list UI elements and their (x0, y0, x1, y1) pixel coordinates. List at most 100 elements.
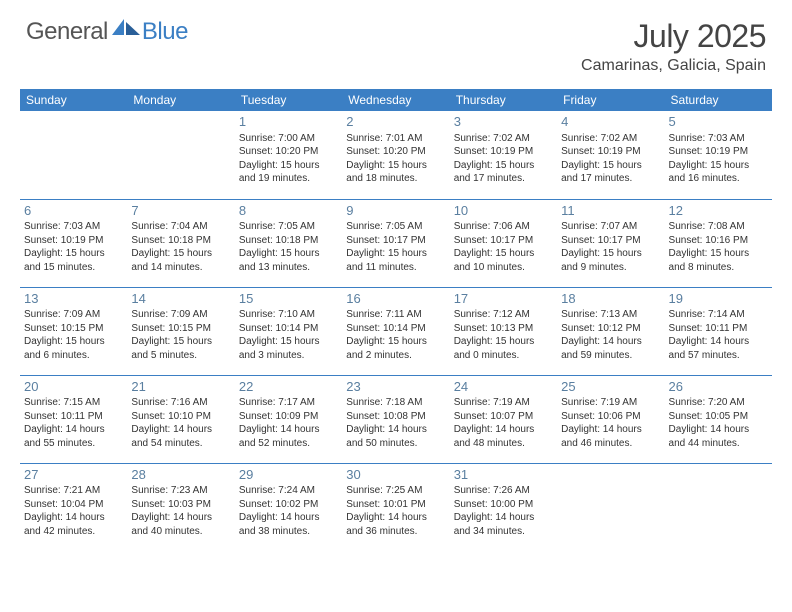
day-number: 12 (669, 202, 768, 220)
daylight-line-1: Daylight: 14 hours (454, 423, 553, 437)
daylight-line-2: and 8 minutes. (669, 261, 768, 275)
daylight-line-2: and 42 minutes. (24, 525, 123, 539)
calendar-cell: 22Sunrise: 7:17 AMSunset: 10:09 PMDaylig… (235, 375, 342, 463)
sunset-line: Sunset: 10:17 PM (346, 234, 445, 248)
day-number: 29 (239, 466, 338, 484)
calendar-row: 13Sunrise: 7:09 AMSunset: 10:15 PMDaylig… (20, 287, 772, 375)
sunset-line: Sunset: 10:04 PM (24, 498, 123, 512)
sunrise-line: Sunrise: 7:17 AM (239, 396, 338, 410)
sunset-line: Sunset: 10:10 PM (131, 410, 230, 424)
daylight-line-1: Daylight: 15 hours (669, 159, 768, 173)
location-text: Camarinas, Galicia, Spain (581, 57, 766, 75)
sunset-line: Sunset: 10:18 PM (239, 234, 338, 248)
daylight-line-1: Daylight: 15 hours (669, 247, 768, 261)
sunrise-line: Sunrise: 7:26 AM (454, 484, 553, 498)
sunrise-line: Sunrise: 7:14 AM (669, 308, 768, 322)
calendar-cell: 23Sunrise: 7:18 AMSunset: 10:08 PMDaylig… (342, 375, 449, 463)
day-header: Saturday (665, 89, 772, 111)
logo-sail-icon (112, 19, 142, 37)
day-header: Tuesday (235, 89, 342, 111)
sunrise-line: Sunrise: 7:09 AM (131, 308, 230, 322)
sunset-line: Sunset: 10:14 PM (346, 322, 445, 336)
day-number: 30 (346, 466, 445, 484)
day-number: 1 (239, 113, 338, 131)
daylight-line-2: and 18 minutes. (346, 172, 445, 186)
daylight-line-1: Daylight: 15 hours (346, 159, 445, 173)
sunrise-line: Sunrise: 7:02 AM (561, 132, 660, 146)
daylight-line-1: Daylight: 14 hours (24, 423, 123, 437)
page-title: July 2025 (581, 18, 766, 55)
sunset-line: Sunset: 10:20 PM (239, 145, 338, 159)
daylight-line-2: and 5 minutes. (131, 349, 230, 363)
sunset-line: Sunset: 10:15 PM (131, 322, 230, 336)
day-number: 23 (346, 378, 445, 396)
day-number: 15 (239, 290, 338, 308)
day-number: 27 (24, 466, 123, 484)
day-header: Thursday (450, 89, 557, 111)
day-number: 11 (561, 202, 660, 220)
daylight-line-1: Daylight: 14 hours (131, 423, 230, 437)
calendar-row: 6Sunrise: 7:03 AMSunset: 10:19 PMDayligh… (20, 199, 772, 287)
calendar-cell: 5Sunrise: 7:03 AMSunset: 10:19 PMDayligh… (665, 111, 772, 199)
calendar-cell: 8Sunrise: 7:05 AMSunset: 10:18 PMDayligh… (235, 199, 342, 287)
calendar-cell: 2Sunrise: 7:01 AMSunset: 10:20 PMDayligh… (342, 111, 449, 199)
sunset-line: Sunset: 10:06 PM (561, 410, 660, 424)
sunrise-line: Sunrise: 7:11 AM (346, 308, 445, 322)
sunrise-line: Sunrise: 7:03 AM (24, 220, 123, 234)
day-number: 19 (669, 290, 768, 308)
daylight-line-2: and 54 minutes. (131, 437, 230, 451)
sunrise-line: Sunrise: 7:12 AM (454, 308, 553, 322)
sunset-line: Sunset: 10:03 PM (131, 498, 230, 512)
sunset-line: Sunset: 10:02 PM (239, 498, 338, 512)
daylight-line-2: and 13 minutes. (239, 261, 338, 275)
calendar-cell: 25Sunrise: 7:19 AMSunset: 10:06 PMDaylig… (557, 375, 664, 463)
sunrise-line: Sunrise: 7:05 AM (239, 220, 338, 234)
day-number: 24 (454, 378, 553, 396)
daylight-line-1: Daylight: 14 hours (24, 511, 123, 525)
sunset-line: Sunset: 10:14 PM (239, 322, 338, 336)
daylight-line-2: and 9 minutes. (561, 261, 660, 275)
sunset-line: Sunset: 10:11 PM (24, 410, 123, 424)
sunrise-line: Sunrise: 7:18 AM (346, 396, 445, 410)
day-header: Sunday (20, 89, 127, 111)
sunset-line: Sunset: 10:18 PM (131, 234, 230, 248)
logo: General Blue (26, 18, 188, 46)
daylight-line-2: and 55 minutes. (24, 437, 123, 451)
sunset-line: Sunset: 10:09 PM (239, 410, 338, 424)
sunrise-line: Sunrise: 7:16 AM (131, 396, 230, 410)
day-number: 31 (454, 466, 553, 484)
daylight-line-1: Daylight: 14 hours (346, 423, 445, 437)
sunset-line: Sunset: 10:07 PM (454, 410, 553, 424)
sunset-line: Sunset: 10:16 PM (669, 234, 768, 248)
sunrise-line: Sunrise: 7:07 AM (561, 220, 660, 234)
calendar-row: 20Sunrise: 7:15 AMSunset: 10:11 PMDaylig… (20, 375, 772, 463)
daylight-line-2: and 50 minutes. (346, 437, 445, 451)
daylight-line-1: Daylight: 15 hours (131, 247, 230, 261)
calendar-cell: 27Sunrise: 7:21 AMSunset: 10:04 PMDaylig… (20, 463, 127, 551)
calendar-cell-empty (665, 463, 772, 551)
sunrise-line: Sunrise: 7:15 AM (24, 396, 123, 410)
sunset-line: Sunset: 10:11 PM (669, 322, 768, 336)
daylight-line-1: Daylight: 14 hours (131, 511, 230, 525)
daylight-line-2: and 48 minutes. (454, 437, 553, 451)
daylight-line-2: and 17 minutes. (561, 172, 660, 186)
daylight-line-2: and 14 minutes. (131, 261, 230, 275)
day-number: 21 (131, 378, 230, 396)
calendar-cell: 11Sunrise: 7:07 AMSunset: 10:17 PMDaylig… (557, 199, 664, 287)
calendar-cell: 18Sunrise: 7:13 AMSunset: 10:12 PMDaylig… (557, 287, 664, 375)
sunrise-line: Sunrise: 7:04 AM (131, 220, 230, 234)
sunset-line: Sunset: 10:19 PM (561, 145, 660, 159)
calendar-cell-empty (557, 463, 664, 551)
sunrise-line: Sunrise: 7:01 AM (346, 132, 445, 146)
sunrise-line: Sunrise: 7:21 AM (24, 484, 123, 498)
sunrise-line: Sunrise: 7:10 AM (239, 308, 338, 322)
daylight-line-1: Daylight: 15 hours (454, 335, 553, 349)
logo-text-general: General (26, 18, 108, 46)
calendar-cell: 31Sunrise: 7:26 AMSunset: 10:00 PMDaylig… (450, 463, 557, 551)
sunrise-line: Sunrise: 7:05 AM (346, 220, 445, 234)
sunrise-line: Sunrise: 7:13 AM (561, 308, 660, 322)
sunrise-line: Sunrise: 7:08 AM (669, 220, 768, 234)
sunset-line: Sunset: 10:05 PM (669, 410, 768, 424)
daylight-line-2: and 15 minutes. (24, 261, 123, 275)
daylight-line-1: Daylight: 15 hours (561, 247, 660, 261)
